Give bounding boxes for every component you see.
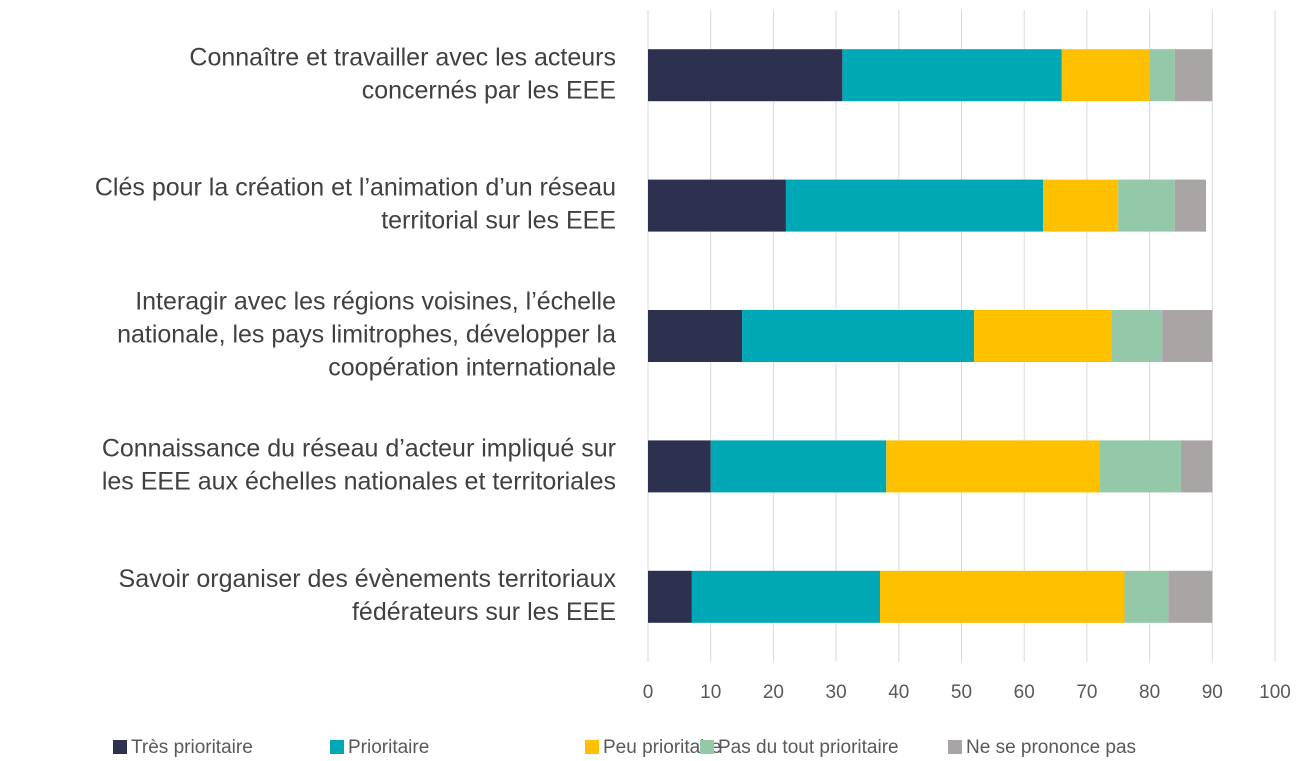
bar-segment [842,49,1062,102]
x-tick-label: 70 [1076,682,1097,703]
category-label: territorial sur les EEE [381,207,616,235]
bar-segment [1168,570,1213,623]
x-tick-label: 60 [1014,682,1035,703]
bar-segment [648,440,711,493]
x-tick-label: 0 [643,682,654,703]
category-label: nationale, les pays limitrophes, dévelop… [117,321,616,349]
category-label: les EEE aux échelles nationales et terri… [102,468,616,496]
bar-segment [691,570,880,623]
x-tick-label: 100 [1259,682,1291,703]
bar-segment [785,179,1044,232]
bar-segment [1061,49,1150,102]
bar-segment [1180,440,1213,493]
legend-label: Prioritaire [348,737,429,758]
bar-segment [1043,179,1119,232]
bar-segment [1124,570,1169,623]
bar-segment [648,179,786,232]
x-tick-label: 30 [826,682,847,703]
x-tick-label: 40 [888,682,909,703]
category-label: Clés pour la création et l’animation d’u… [95,174,616,202]
category-label: Connaissance du réseau d’acteur impliqué… [102,435,616,463]
x-tick-label: 90 [1202,682,1223,703]
x-tick-label: 50 [951,682,972,703]
bar-segment [1174,179,1207,232]
category-label: fédérateurs sur les EEE [352,598,616,626]
legend-swatch [330,740,344,754]
bar-segment [879,570,1125,623]
legend-label: Ne se prononce pas [966,737,1136,758]
bar-segment [710,440,887,493]
bar-segment [1099,440,1181,493]
bar-segment [742,310,975,362]
bar-segment [886,440,1100,493]
bar-segment [1111,310,1163,362]
bar-segment [1118,179,1175,232]
bar-segment [974,310,1112,362]
legend-swatch [948,740,962,754]
category-label: Interagir avec les régions voisines, l’é… [135,288,616,316]
category-label: Savoir organiser des évènements territor… [119,565,617,593]
legend-label: Peu prioritaire [603,737,721,758]
category-label: concernés par les EEE [362,76,616,104]
x-tick-label: 20 [763,682,784,703]
bar-segment [648,49,843,102]
bar-segment [648,570,692,623]
category-label: Connaître et travailler avec les acteurs [189,43,616,71]
legend-swatch [113,740,127,754]
x-tick-label: 80 [1139,682,1160,703]
bar-segment [1174,49,1213,102]
legend-swatch [700,740,714,754]
bar-segment [1162,310,1213,362]
category-label: coopération internationale [328,354,616,382]
bar-segment [648,310,743,362]
bar-segment [1149,49,1175,102]
legend-label: Pas du tout prioritaire [718,737,899,758]
x-tick-label: 10 [700,682,721,703]
legend-label: Très prioritaire [131,737,253,758]
legend-swatch [585,740,599,754]
